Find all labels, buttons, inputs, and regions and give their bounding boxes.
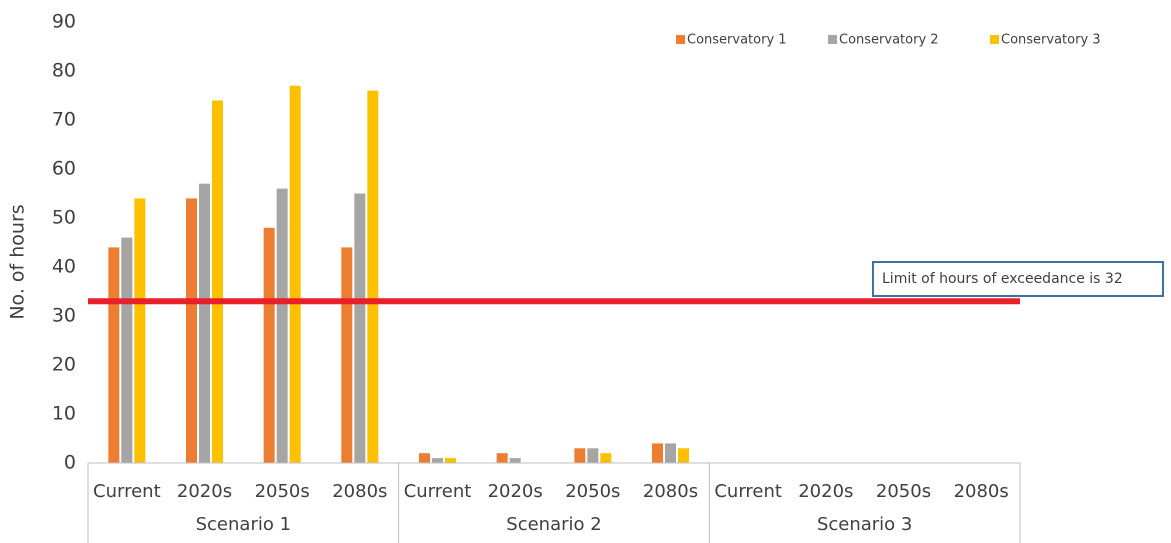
bar [186,198,197,463]
group-label: Scenario 3 [817,514,912,535]
bar [263,227,275,463]
bar [289,85,301,463]
bar [212,100,223,464]
legend-swatch [828,35,837,44]
bar [134,198,146,463]
y-tick-label: 40 [52,256,76,278]
x-tick-label: 2020s [488,481,543,502]
bar [108,247,120,463]
x-tick-label: Current [93,481,161,502]
y-tick-label: 60 [52,158,76,180]
bar [432,458,443,463]
x-tick-label: 2080s [332,481,387,502]
x-tick-label: 2050s [876,481,931,502]
y-tick-label: 90 [52,11,76,33]
y-axis-title: No. of hours [7,204,29,319]
x-tick-label: 2020s [177,481,232,502]
y-tick-label: 10 [52,403,76,425]
bar [665,443,676,463]
annotation: Limit of hours of exceedance is 32 [882,271,1123,287]
y-tick-label: 70 [52,109,76,131]
bar [509,458,521,463]
legend-swatch [990,35,999,44]
bar [587,448,599,463]
bar [600,453,612,463]
x-tick-label: Current [714,481,782,502]
bar [341,247,353,463]
bar [419,453,430,463]
y-tick-label: 0 [64,452,76,474]
legend-label: Conservatory 2 [839,33,939,48]
y-tick-label: 50 [52,207,76,229]
bar [199,183,210,463]
bar [445,458,456,463]
bar [574,448,586,463]
legend-swatch [676,35,685,44]
bar [652,443,663,463]
bar [678,448,689,463]
annotation-box [872,261,1164,297]
bar [121,237,133,463]
x-tick-label: 2080s [954,481,1009,502]
x-tick-label: 2050s [255,481,310,502]
bar [354,193,366,463]
bar [496,453,508,463]
y-tick-label: 20 [52,354,76,376]
group-label: Scenario 2 [506,514,601,535]
x-tick-label: 2050s [565,481,620,502]
x-tick-label: 2080s [643,481,698,502]
bar [367,90,379,463]
x-tick-label: 2020s [798,481,853,502]
y-tick-label: 80 [52,60,76,82]
group-label: Scenario 1 [196,514,291,535]
bar [276,188,288,463]
legend-label: Conservatory 1 [687,33,787,48]
x-tick-label: Current [404,481,472,502]
y-tick-label: 30 [52,305,76,327]
legend-label: Conservatory 3 [1001,33,1101,48]
